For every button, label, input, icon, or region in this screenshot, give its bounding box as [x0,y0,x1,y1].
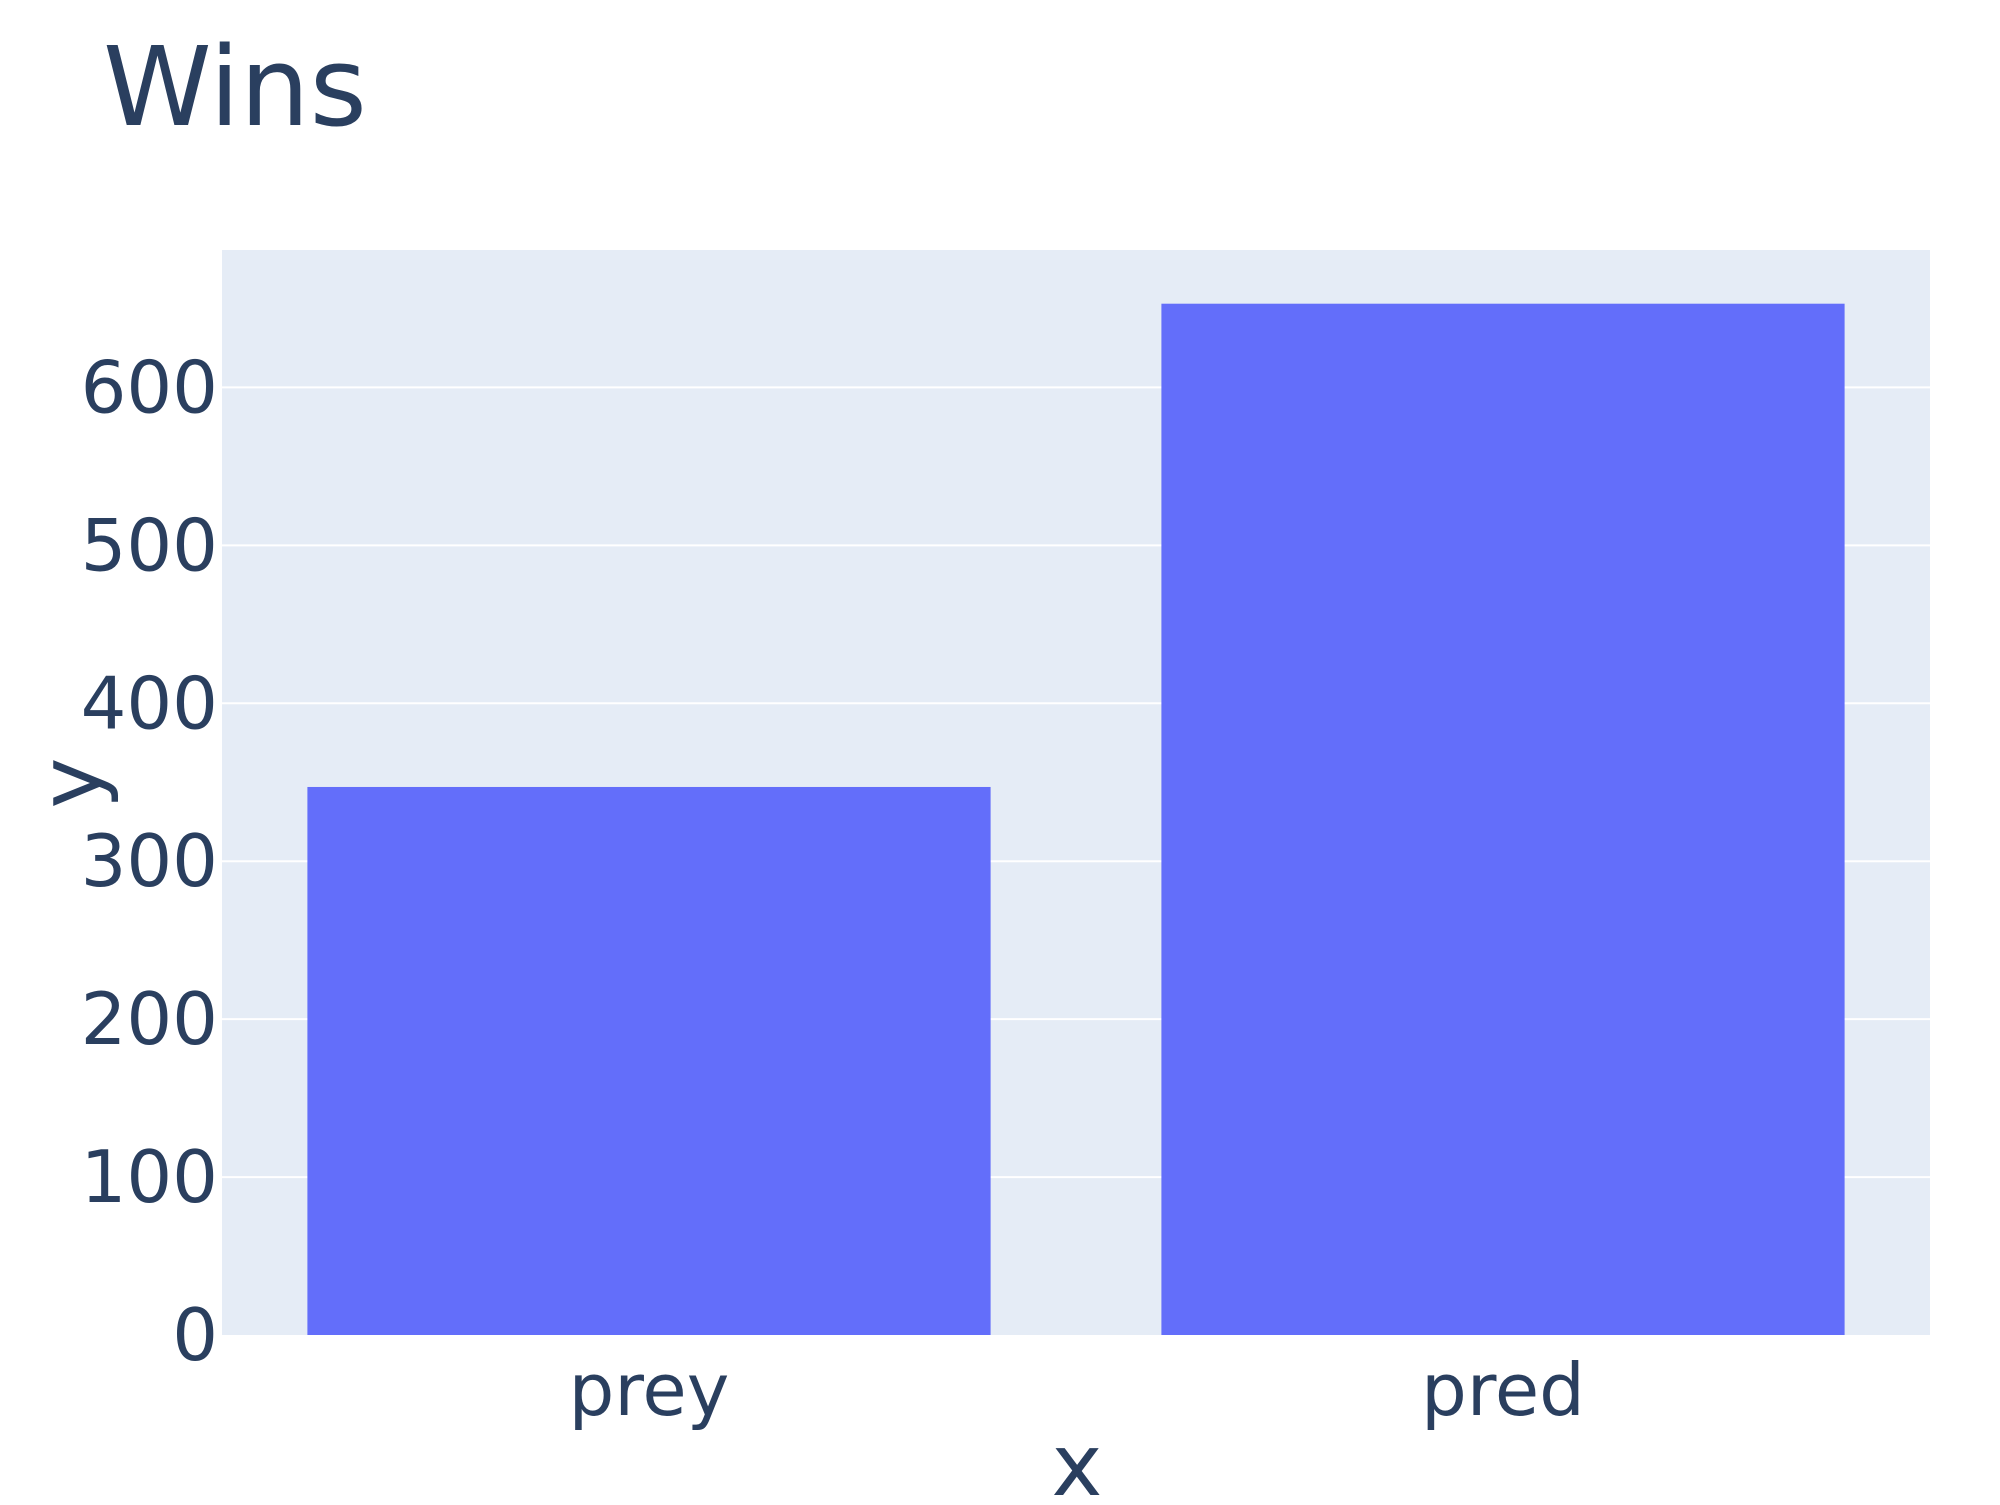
y-tick-label: 200 [81,977,218,1061]
y-axis-ticks: 0 100 200 300 400 500 600 [81,345,218,1377]
bars [307,303,1845,1335]
y-tick-label: 0 [172,1293,218,1377]
bar-pred [1161,303,1845,1335]
y-tick-label: 400 [81,661,218,745]
bar-prey [307,786,991,1335]
x-tick-label-pred: pred [1421,1348,1585,1432]
y-tick-label: 100 [81,1135,218,1219]
y-tick-label: 600 [81,345,218,429]
x-axis-title: x [1052,1416,1103,1500]
chart-title: Wins [103,23,367,151]
y-axis-title: y [21,758,121,809]
x-tick-label-prey: prey [569,1348,730,1432]
x-axis-ticks: prey pred [569,1348,1585,1432]
y-tick-label: 300 [81,819,218,903]
y-tick-label: 500 [81,503,218,587]
